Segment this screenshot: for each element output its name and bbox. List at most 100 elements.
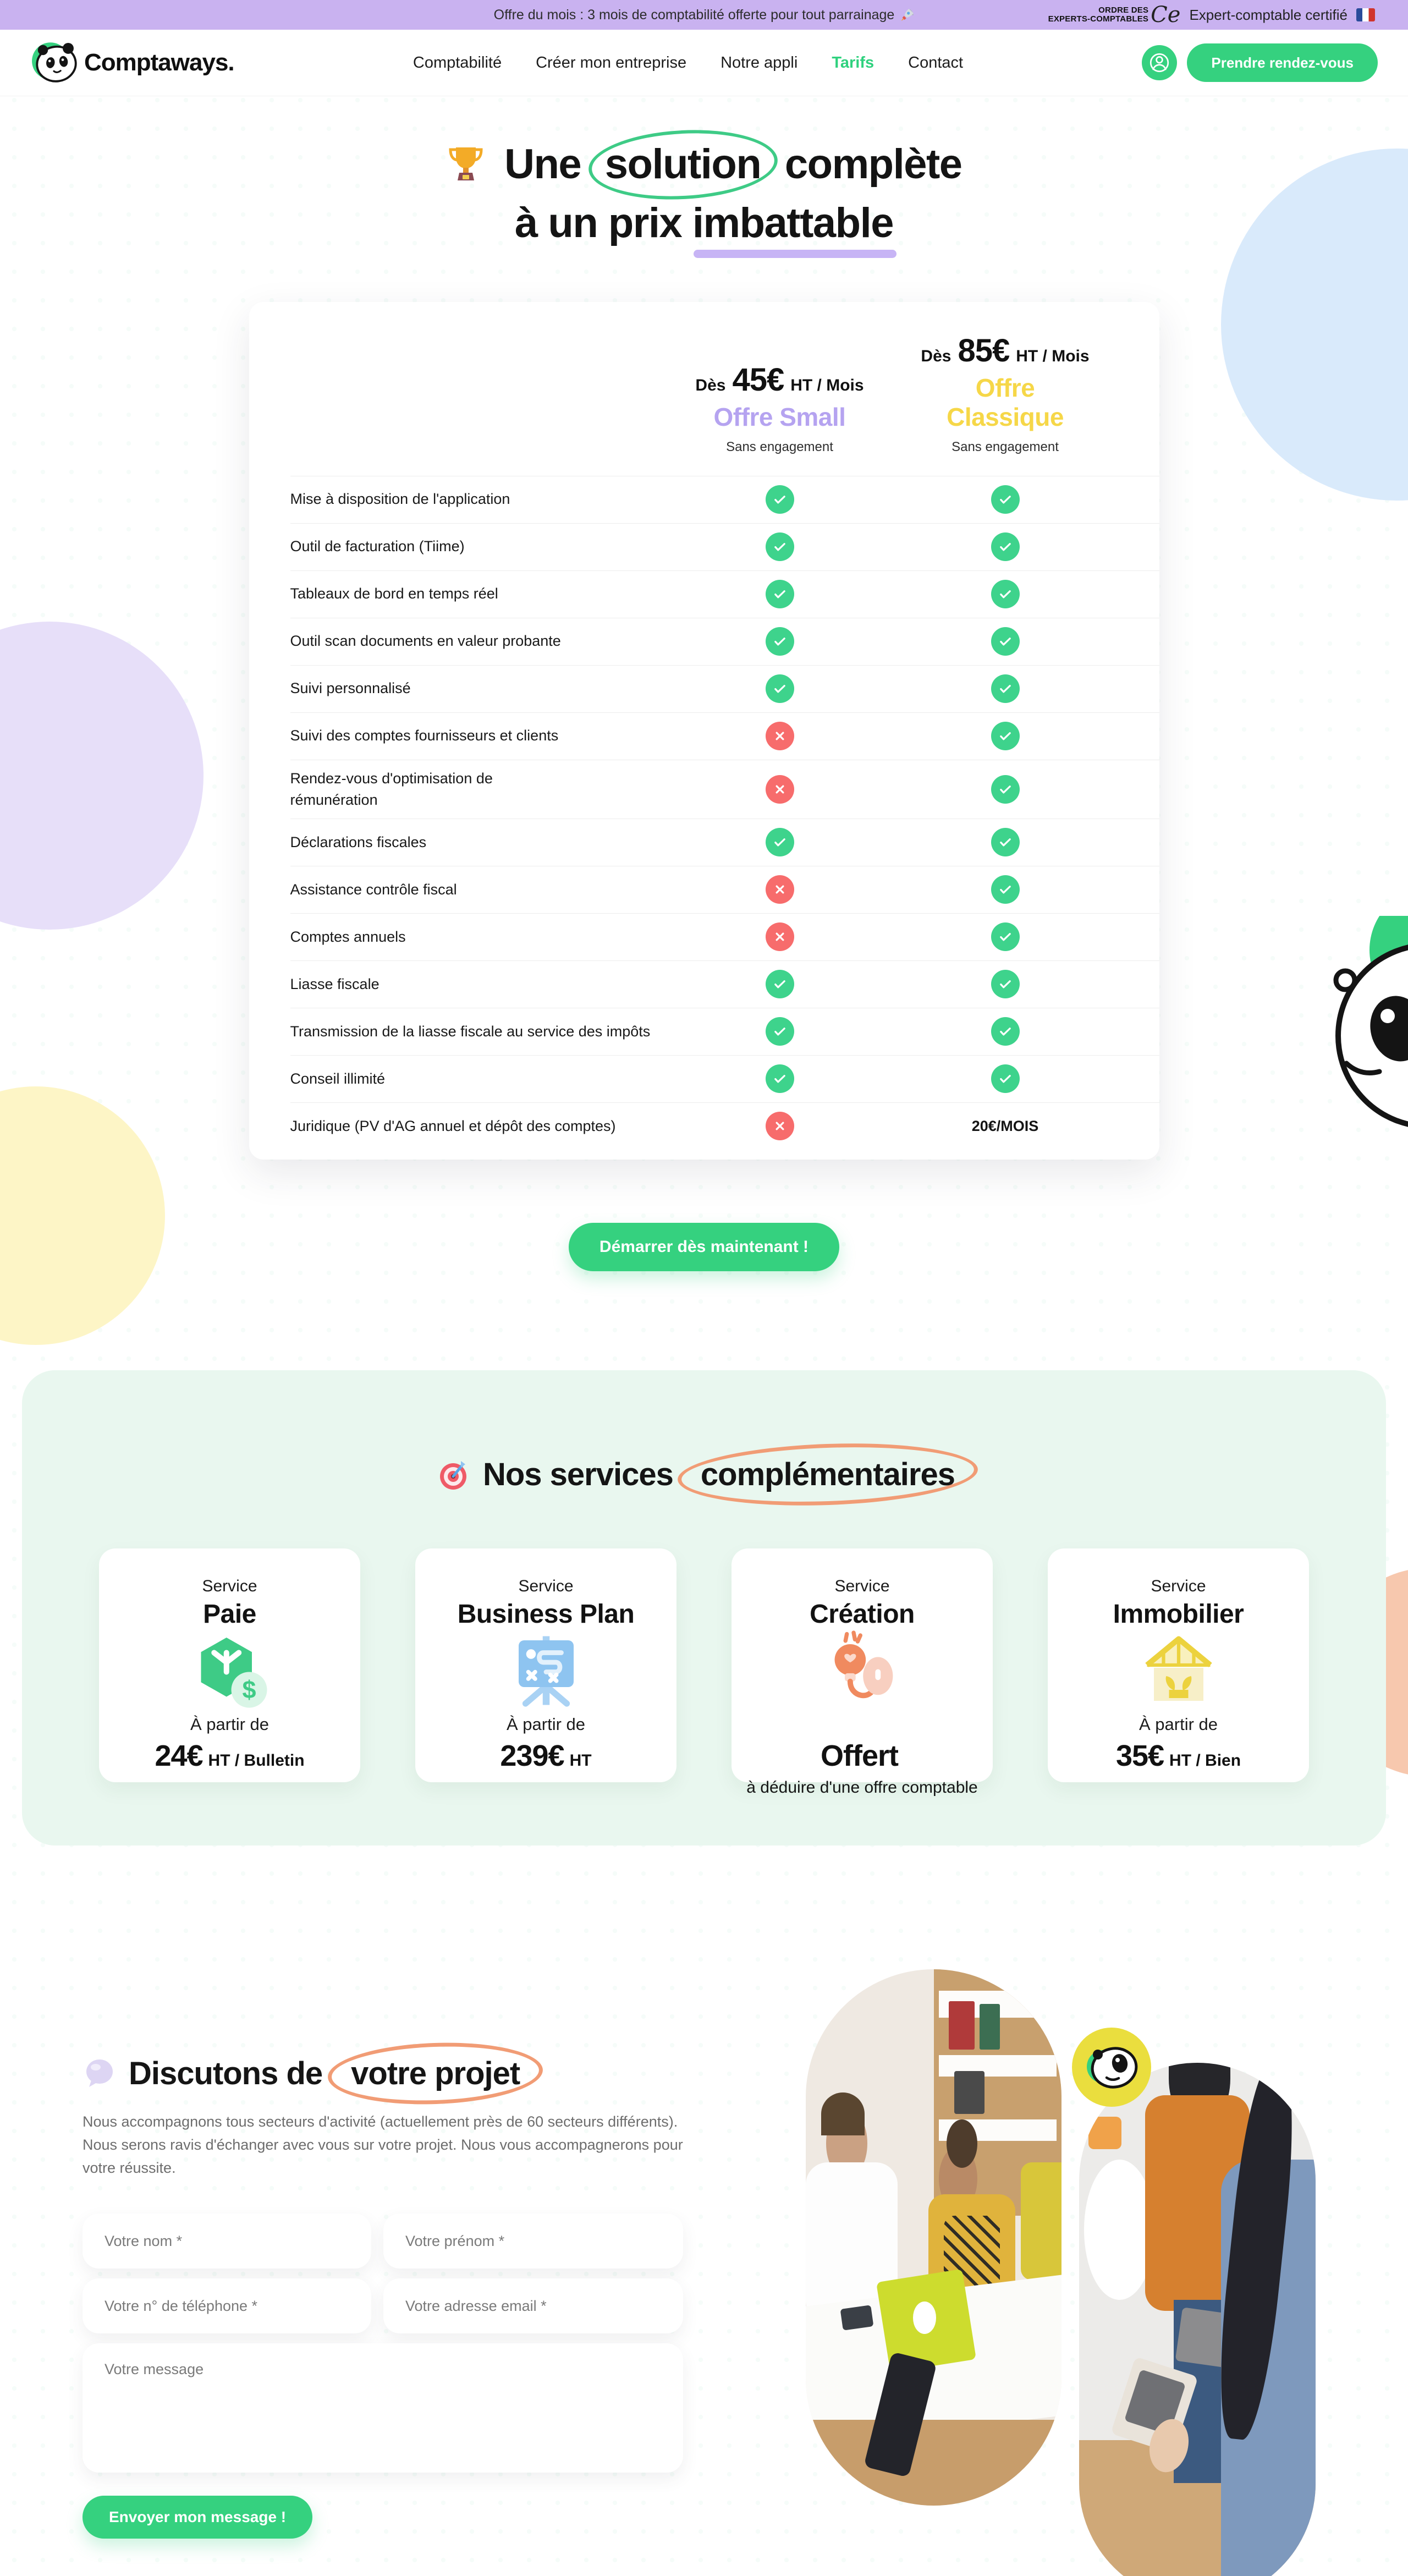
panda-logo-icon [32,42,77,83]
feature-label: Liasse fiscale [290,975,380,992]
contact-title-pre: Discutons de [129,2055,323,2091]
feature-cell-small [667,1064,893,1094]
plan-price: Dès 85€ HT / Mois [893,332,1118,369]
contact-paragraph: Nous accompagnons tous secteurs d'activi… [82,2113,683,2176]
service-price-value: 239€ [500,1739,564,1772]
pricing-table-card: Dès 45€ HT / Mois Offre Small Sans engag… [249,301,1159,1160]
nav-link[interactable]: Tarifs [832,53,875,72]
plan-price-value: 85€ [958,332,1010,369]
feature-label: Outil scan documents en valeur probante [290,633,561,650]
peeking-panda-illustration [1314,892,1408,1130]
feature-row: Transmission de la liasse fiscale au ser… [290,1007,1159,1055]
cross-icon [765,722,794,751]
ordre-line1: ORDRE DES [1098,6,1149,15]
check-icon [765,627,794,656]
check-icon [765,1017,794,1046]
photo-meeting [806,1969,1062,2506]
main-header: Comptaways. Comptabilité Créer mon entre… [0,30,1408,96]
check-icon [991,722,1020,751]
service-price-value: Offert [821,1739,899,1772]
feature-cell-small [667,674,893,704]
cross-icon [765,922,794,952]
service-note: à déduire d'une offre comptable [746,1778,978,1797]
email-input[interactable] [383,2278,683,2334]
target-icon [439,1461,466,1490]
speech-balloon-icon [86,2059,113,2088]
nav-link[interactable]: Notre appli [721,53,798,72]
feature-cell-classique [893,970,1118,999]
feature-cell-classique [893,532,1118,562]
feature-cell-small [667,828,893,857]
plans-header-row: Dès 45€ HT / Mois Offre Small Sans engag… [290,332,1159,476]
feature-cell-small [667,627,893,656]
nav-link[interactable]: Créer mon entreprise [536,53,687,72]
service-price-intro: À partir de [506,1714,585,1734]
feature-row: Suivi personnalisé [290,664,1159,712]
contact-form [82,2214,683,2473]
certified-label: Expert-comptable certifié [1189,6,1348,23]
rocket-icon [901,9,914,21]
service-card: Service Paie $ [99,1548,360,1782]
pricing-section: Dès 45€ HT / Mois Offre Small Sans engag… [0,301,1408,1370]
check-icon [765,970,794,999]
feature-row: Juridique (PV d'AG annuel et dépôt des c… [290,1102,1159,1150]
service-kicker: Service [202,1577,257,1595]
send-message-button[interactable]: Envoyer mon message ! [82,2496,313,2539]
feature-cell-classique [893,875,1118,904]
service-price-intro: À partir de [1138,1714,1218,1734]
check-icon [991,485,1020,514]
feature-cell-classique [893,674,1118,704]
feature-label: Mise à disposition de l'application [290,491,510,508]
trophy-icon [449,147,483,180]
check-icon [991,970,1020,999]
check-icon [765,580,794,609]
nav-link[interactable]: Comptabilité [413,53,502,72]
service-price-value: 35€ [1115,1739,1164,1772]
feature-cell-classique [893,1064,1118,1094]
firstname-input[interactable] [383,2214,683,2269]
message-textarea[interactable] [82,2343,683,2473]
house-plant-icon [1137,1629,1220,1715]
plan-header: Dès 45€ HT / Mois Offre Small Sans engag… [667,361,893,455]
service-icon-area [1137,1629,1220,1715]
service-price-suffix: HT / Bulletin [208,1751,305,1770]
feature-row: Conseil illimité [290,1054,1159,1102]
france-flag-icon [1356,8,1375,21]
check-icon [991,775,1020,804]
cross-icon [765,875,794,904]
appointment-button[interactable]: Prendre rendez-vous [1187,43,1378,82]
service-price-value: 24€ [155,1739,203,1772]
page-title: Une solution complète à un prix imbattab… [0,135,1408,258]
idea-plug-icon [818,1629,906,1715]
ordre-script-logo: Ce [1151,2,1181,28]
feature-row: Assistance contrôle fiscal [290,865,1159,913]
check-icon [765,1064,794,1094]
plan-header: Dès 85€ HT / Mois Offre Classique Sans e… [893,332,1118,455]
nav-link[interactable]: Contact [908,53,964,72]
service-card: Service Business Plan [415,1548,676,1782]
service-name: Paie [203,1599,256,1629]
photo-phones [1079,2062,1316,2576]
feature-cell-classique: 20€/MOIS [971,1117,1039,1134]
feature-cell-classique [893,775,1118,804]
service-price-intro: À partir de [190,1714,269,1734]
feature-cell-classique [893,1017,1118,1046]
phone-input[interactable] [82,2278,371,2334]
feature-label: Outil de facturation (Tiime) [290,538,465,555]
service-kicker: Service [1151,1577,1206,1595]
service-name: Création [810,1599,915,1629]
feature-cell-classique [893,580,1118,609]
feature-label: Assistance contrôle fiscal [290,881,457,898]
feature-label: Rendez-vous d'optimisation de rémunérati… [290,770,493,808]
lastname-input[interactable] [82,2214,371,2269]
user-icon [1150,53,1169,73]
account-button[interactable] [1142,45,1178,80]
start-now-button[interactable]: Démarrer dès maintenant ! [568,1222,840,1271]
check-icon [991,828,1020,857]
plan-price-prefix: Dès [921,347,952,365]
brand-logo[interactable]: Comptaways. [30,37,235,88]
plan-price: Dès 45€ HT / Mois [667,361,893,398]
feature-cell-small [667,722,893,751]
feature-cell-classique [893,722,1118,751]
